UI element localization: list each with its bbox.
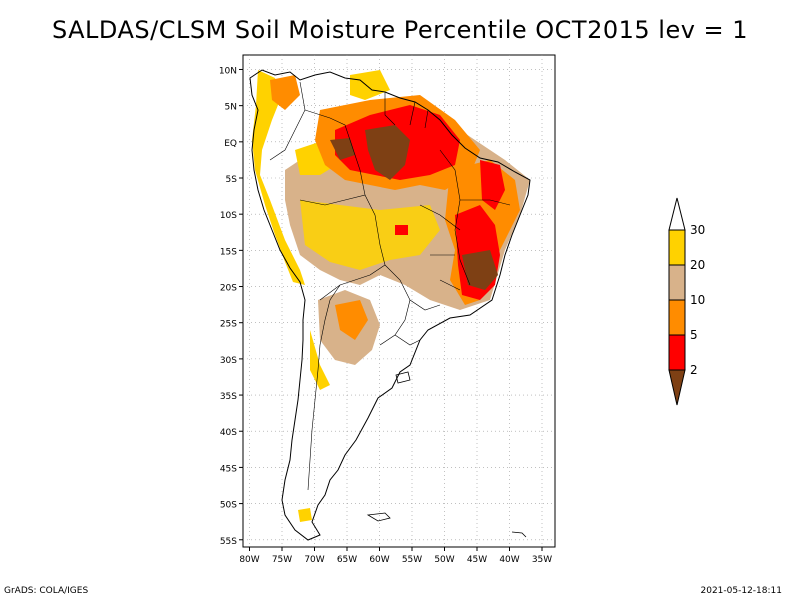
region-brown-3: [330, 138, 355, 160]
lon-tick-label: 60W: [369, 555, 389, 565]
lon-tick-label: 50W: [434, 555, 454, 565]
falkland-islands: [366, 512, 391, 522]
lon-tick-label: 40W: [499, 555, 519, 565]
lon-tick-label: 75W: [272, 555, 292, 565]
lat-tick-label: 45S: [220, 464, 237, 474]
lat-tick-label: 40S: [220, 428, 237, 438]
legend-label-20: 20: [690, 258, 705, 272]
lon-tick-label: 80W: [239, 555, 259, 565]
map-title: SALDAS/CLSM Soil Moisture Percentile OCT…: [51, 16, 749, 44]
lon-tick-label: 65W: [337, 555, 357, 565]
lon-tick-label: 70W: [304, 555, 324, 565]
legend-swatch-below-2: [668, 369, 686, 406]
legend-label-30: 30: [690, 223, 705, 237]
region-north-orange: [270, 75, 300, 110]
lat-tick-label: 5S: [226, 175, 238, 185]
lat-tick-label: 10S: [220, 211, 237, 221]
lagoon: [395, 371, 411, 384]
lon-tick-label: 45W: [467, 555, 487, 565]
region-brown-2: [462, 250, 498, 290]
lat-tick-label: 10N: [219, 66, 237, 76]
region-brown-1: [365, 125, 410, 180]
color-legend: 30 20 10 5 2: [668, 197, 705, 406]
footer-timestamp: 2021-05-12-18:11: [700, 586, 783, 596]
region-red-3: [480, 160, 505, 210]
legend-swatch-2-5: [668, 334, 686, 371]
lon-tick-label: 35W: [532, 555, 552, 565]
legend-label-10: 10: [690, 293, 705, 307]
lat-tick-label: EQ: [224, 139, 237, 149]
legend-label-2: 2: [690, 363, 698, 377]
region-red-small-1: [395, 225, 408, 235]
region-north-yellow: [350, 70, 390, 100]
lat-tick-label: 15S: [220, 247, 237, 257]
lat-tick-label: 5N: [225, 103, 237, 113]
longitude-axis: 80W 75W 70W 65W 60W 55W 50W 45W 40W 35W: [239, 547, 552, 565]
latitude-axis: 10N 5N EQ 5S 10S 15S 20S 25S 30S 35S 40S 45S 50S 55S: [219, 66, 243, 547]
region-yellow-1: [300, 200, 440, 270]
region-south-orange: [335, 300, 368, 340]
region-coastal-yellow: [252, 70, 305, 285]
lat-tick-label: 30S: [220, 356, 237, 366]
lon-tick-label: 55W: [402, 555, 422, 565]
country-borders: [269, 81, 511, 491]
continent-outline: [249, 69, 531, 541]
lat-tick-label: 25S: [220, 320, 237, 330]
legend-swatch-5-10: [668, 299, 686, 336]
lat-tick-label: 55S: [220, 537, 237, 547]
shaded-regions: [252, 70, 530, 522]
south-georgia: [511, 531, 527, 538]
lat-tick-label: 35S: [220, 392, 237, 402]
legend-swatch-above-30: [668, 197, 686, 231]
footer-credit: GrADS: COLA/IGES: [4, 586, 89, 596]
lat-tick-label: 20S: [220, 284, 237, 294]
legend-label-5: 5: [690, 328, 698, 342]
legend-swatch-20-30: [668, 229, 686, 266]
legend-swatch-10-20: [668, 264, 686, 301]
region-south-yellow: [310, 330, 330, 390]
region-patagonia-yellow: [298, 508, 312, 522]
lat-tick-label: 50S: [220, 501, 237, 511]
